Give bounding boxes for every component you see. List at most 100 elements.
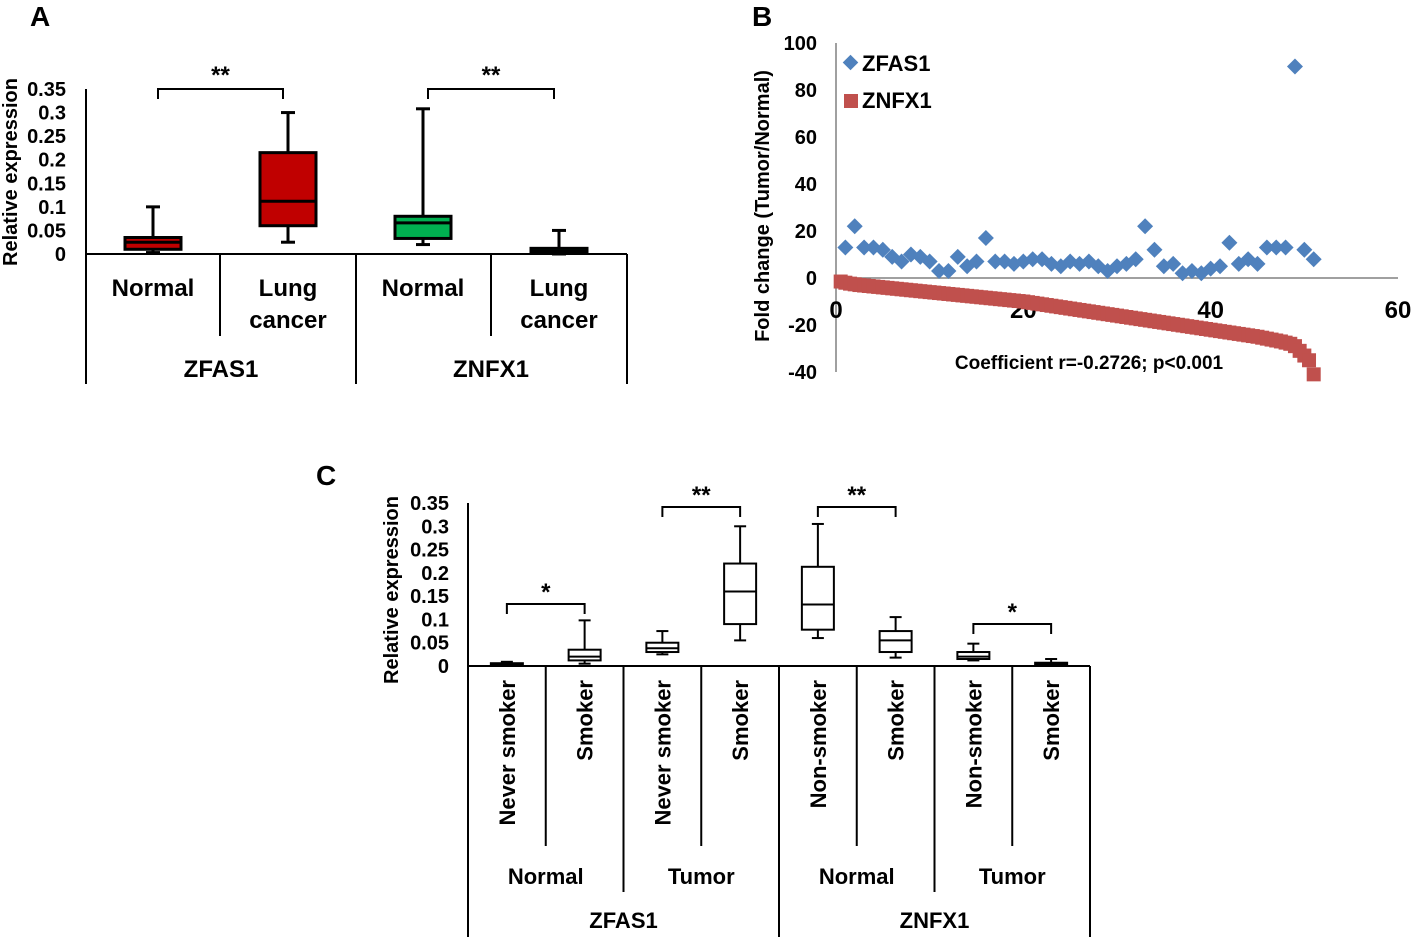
a-y-tick-label: 0.15 [27, 173, 66, 195]
b-point-zfas1 [874, 241, 891, 258]
b-point-zfas1 [1286, 58, 1303, 75]
b-y-tick-label: 100 [784, 33, 817, 55]
a-y-tick-label: 0.1 [38, 197, 66, 219]
b-point-zfas1 [837, 239, 854, 256]
c-box [800, 565, 835, 631]
b-y-tick-label: 40 [795, 174, 817, 196]
legend-label-znfx1: ZNFX1 [862, 88, 932, 113]
b-y-tick-label: 0 [806, 268, 817, 290]
c-category-label: Non-smoker [961, 680, 986, 809]
a-y-axis-label: Relative expression [0, 78, 22, 266]
b-point-zfas1 [1127, 251, 1144, 268]
a-cat-lung-zfas1-line1: Lung [259, 275, 318, 302]
c-box [723, 562, 758, 626]
b-point-zfas1 [1258, 239, 1275, 256]
a-gene-zfas1: ZFAS1 [184, 356, 259, 383]
b-point-zfas1 [1221, 234, 1238, 251]
b-points [833, 58, 1322, 382]
panel-a: A 0.350.30.250.20.150.10.050 Relative ex… [0, 1, 628, 384]
c-gene-label: ZFAS1 [589, 908, 657, 933]
b-correlation-annotation: Coefficient r=-0.2726; p<0.001 [955, 353, 1224, 374]
a-y-tick-label: 0 [55, 244, 66, 266]
c-significance-stars: * [541, 579, 551, 606]
a-significance-stars: ** [211, 62, 230, 89]
a-significance-bracket [157, 88, 284, 99]
b-x-tick-label: 40 [1197, 297, 1224, 324]
a-cat-lung-znfx1-line2: cancer [520, 307, 597, 334]
b-point-zfas1 [1212, 258, 1229, 275]
c-tissue-label: Normal [508, 864, 584, 889]
c-significance-bracket [661, 506, 742, 517]
c-category-label: Never smoker [650, 680, 675, 826]
b-point-zfas1 [1137, 218, 1154, 235]
b-point-zfas1 [1296, 241, 1313, 258]
a-y-tick-label: 0.25 [27, 126, 66, 148]
b-point-zfas1 [921, 253, 938, 270]
a-cat-normal-znfx1: Normal [382, 275, 465, 302]
panel-label-c: C [316, 460, 336, 491]
c-category-label: Smoker [573, 680, 598, 761]
b-y-tick-label: -40 [788, 362, 817, 384]
b-point-zfas1 [1277, 239, 1294, 256]
a-cat-lung-znfx1-line1: Lung [530, 275, 589, 302]
b-point-zfas1 [940, 262, 957, 279]
b-point-zfas1 [949, 248, 966, 265]
c-y-tick-label: 0.3 [421, 516, 449, 538]
a-significance-stars: ** [482, 62, 501, 89]
b-point-zfas1 [987, 253, 1004, 270]
c-category-label: Smoker [884, 680, 909, 761]
a-cat-lung-zfas1-line2: cancer [249, 307, 326, 334]
b-point-zfas1 [1165, 255, 1182, 272]
a-significance: ** ** [157, 62, 555, 99]
a-y-tick-label: 0.05 [27, 220, 66, 242]
b-point-zfas1 [893, 253, 910, 270]
c-boxes [489, 522, 1069, 667]
c-significance-bracket [816, 506, 897, 517]
b-point-zfas1 [1268, 239, 1285, 256]
c-significance-bracket [972, 623, 1053, 634]
c-significance: *** *** [505, 482, 1053, 634]
c-gene-label: ZNFX1 [900, 908, 970, 933]
b-point-zfas1 [1146, 241, 1163, 258]
a-cat-normal-zfas1: Normal [112, 275, 195, 302]
b-point-zfas1 [968, 253, 985, 270]
b-point-znfx1 [1306, 367, 1321, 382]
legend-marker-znfx1 [844, 94, 858, 108]
c-y-tick-label: 0.25 [410, 540, 449, 562]
a-x-axis: Normal Lung cancer Normal Lung cancer ZF… [85, 89, 628, 384]
c-category-label: Non-smoker [806, 680, 831, 809]
c-y-tick-label: 0.05 [410, 633, 449, 655]
b-y-tick-label: 80 [795, 80, 817, 102]
c-x-axis: Never smoker Smoker Never smoker Smoker Non-… [467, 503, 1091, 937]
c-tissue-label: Tumor [668, 864, 735, 889]
panel-label-a: A [30, 1, 50, 32]
c-box [878, 630, 913, 654]
a-y-tick-label: 0.3 [38, 103, 66, 125]
c-box [567, 648, 602, 662]
a-y-tick-label: 0.2 [38, 150, 66, 172]
c-category-label: Never smoker [495, 680, 520, 826]
a-y-tick-label: 0.35 [27, 79, 66, 101]
c-category-label: Smoker [1039, 680, 1064, 761]
b-y-axis-label: Fold change (Tumor/Normal) [752, 70, 774, 342]
legend-label-zfas1: ZFAS1 [862, 51, 930, 76]
b-point-zfas1 [846, 218, 863, 235]
b-point-zfas1 [977, 230, 994, 247]
b-point-znfx1 [1302, 353, 1317, 368]
c-tissue-label: Tumor [979, 864, 1046, 889]
b-x-tick-label: 0 [829, 297, 842, 324]
c-box [956, 651, 991, 661]
c-y-tick-label: 0 [438, 656, 449, 678]
b-y-tick-label: 20 [795, 221, 817, 243]
c-tissue-label: Normal [819, 864, 895, 889]
b-point-zfas1 [1249, 255, 1266, 272]
c-category-label: Smoker [728, 680, 753, 761]
b-x-tick-label: 60 [1385, 297, 1412, 324]
b-y-tick-label: 60 [795, 127, 817, 149]
b-point-zfas1 [856, 239, 873, 256]
c-y-tick-label: 0.15 [410, 586, 449, 608]
b-point-zfas1 [1015, 253, 1032, 270]
